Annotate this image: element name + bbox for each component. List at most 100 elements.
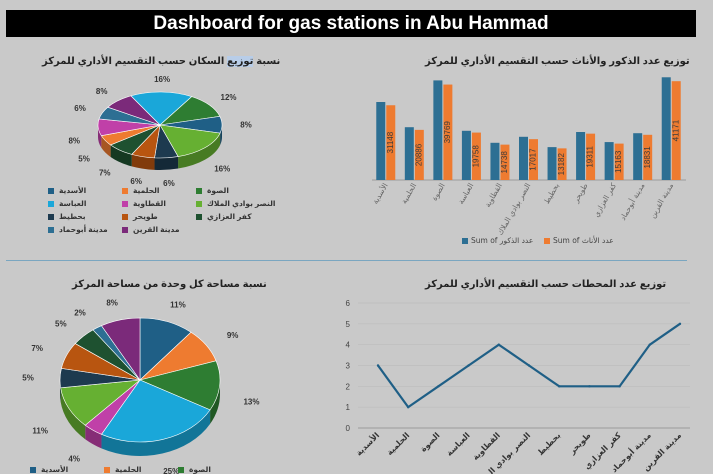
population-legend-item-2: الصوة	[196, 186, 229, 195]
population-legend-item-0-swatch	[48, 187, 54, 194]
population-legend-item-9: مدينة أبوحماد	[48, 225, 108, 234]
population-legend-item-0-label: الأسدية	[59, 186, 87, 195]
population-pie-slice-10	[107, 95, 161, 126]
gender-legend-label-1: Sum of عدد الأناث	[553, 235, 614, 245]
gender-bar-1-5	[529, 139, 538, 180]
area-pie-slice-3	[100, 379, 211, 443]
stations-y-tick-5: 5	[346, 320, 351, 329]
area-pie-data-label-3: 25%	[163, 467, 179, 474]
stations-point-4	[497, 343, 500, 346]
area-legend-item-1: الحلمية	[104, 465, 142, 474]
area-legend-item-2-label: الصوة	[189, 465, 211, 474]
gender-bar-group: 31148 الأسدية 20886 الحلمية 39769 الصوة 19758 ا…	[370, 77, 686, 245]
population-legend-item-6: بحطيط	[48, 212, 86, 221]
gender-bar-0-0	[376, 102, 386, 180]
population-legend-item-9-swatch	[48, 226, 54, 233]
stations-x-tick-0: الأسدية	[354, 430, 382, 458]
stations-line-title: توزيع عدد المحطات حسب التقسيم الأداري لل…	[425, 279, 667, 290]
population-legend-item-3-label: العباسة	[59, 199, 87, 208]
population-legend-item-8-swatch	[196, 213, 202, 220]
population-legend-item-5-label: النصر بوادي الملاك	[207, 199, 276, 208]
population-title-part2: السكان حسب التقسيم الأداري للمركز	[42, 56, 228, 67]
area-pie-data-label-10: 8%	[106, 299, 118, 308]
population-pie-side-4	[154, 156, 179, 171]
area-pie-slice-2	[139, 360, 221, 411]
gender-bar-0-9	[633, 133, 643, 180]
stations-y-tick-2: 2	[346, 382, 351, 391]
gender-bar-0-10	[661, 77, 671, 180]
area-pie-data-label-7: 7%	[31, 344, 43, 353]
area-legend-item-0-label: الأسدية	[41, 465, 69, 474]
area-legend-item-2-swatch	[178, 466, 184, 473]
area-pie-slice-10	[100, 317, 141, 381]
gender-bar-1-0	[386, 105, 396, 180]
area-legend-item-1-label: الحلمية	[115, 465, 142, 474]
stations-x-tick-7: طويحر	[567, 431, 593, 457]
gender-bar-x-tick-2: الصوة	[430, 182, 447, 203]
population-pie-data-label-7: 5%	[78, 155, 90, 164]
population-pie-group: 16% 12% 8% 16% 6% 6% 7% 5% 8% 6% 8%	[68, 75, 251, 188]
gender-bar-data-label-1: 20886	[414, 143, 423, 166]
population-pie-title: نسبة توزيع السكان حسب التقسيم الأداري لل…	[42, 56, 280, 67]
population-legend-item-2-label: الصوة	[207, 186, 229, 195]
gender-bar-data-label-2: 39769	[443, 121, 452, 144]
population-legend-item-4-label: القطاوية	[133, 199, 166, 208]
stations-point-9	[648, 343, 651, 346]
population-pie-slice-0	[130, 91, 193, 126]
population-pie-slice-3	[159, 124, 221, 157]
stations-point-2	[437, 385, 440, 388]
population-legend-item-3-swatch	[48, 200, 54, 207]
stations-point-7	[588, 385, 591, 388]
gender-bar-0-7	[576, 132, 586, 180]
gender-legend-swatch-0	[462, 238, 468, 244]
gender-bar-0-3	[461, 130, 471, 180]
population-legend-item-0: الأسدية	[48, 186, 86, 195]
population-legend-item-7-label: طويحر	[133, 212, 158, 221]
stations-y-tick-3: 3	[346, 362, 351, 371]
gender-bar-0-4	[490, 142, 500, 180]
gender-bar-1-9	[643, 134, 653, 180]
gender-bar-x-tick-8: كفر العزازي	[592, 181, 619, 218]
gender-bar-data-label-3: 19758	[472, 145, 481, 168]
dashboard-title: Dashboard for gas stations in Abu Hammad	[6, 10, 696, 37]
area-pie-data-label-6: 5%	[22, 373, 34, 382]
population-pie-data-label-1: 12%	[221, 93, 237, 102]
population-legend-item-2-swatch	[196, 187, 202, 194]
area-legend-item-1-swatch	[104, 466, 110, 473]
population-legend-item-10: مدينة القرين	[122, 225, 180, 234]
population-legend-item-4: القطاوية	[122, 199, 166, 208]
gender-bar-0-1	[404, 127, 414, 180]
population-legend-item-7: طويحر	[122, 212, 158, 221]
gender-bar-0-8	[604, 142, 614, 180]
gender-bar-data-label-7: 19311	[586, 145, 595, 167]
gender-bar-data-label-4: 14738	[500, 151, 509, 174]
population-legend-item-5-swatch	[196, 200, 202, 207]
population-pie-data-label-10: 8%	[96, 87, 108, 96]
stations-x-tick-6: بحطيط	[536, 431, 562, 457]
area-pie-title: نسبة مساحة كل وحدة من مساحة المركز	[72, 279, 267, 290]
stations-y-tick-6: 6	[346, 299, 351, 308]
gender-bar-x-tick-3: العباسة	[456, 182, 475, 206]
population-pie-data-label-6: 7%	[99, 168, 111, 177]
gender-bar-data-label-6: 13182	[557, 153, 566, 176]
gender-legend-swatch-1	[544, 238, 550, 244]
gender-bar-0-5	[519, 136, 528, 180]
stations-y-tick-1: 1	[346, 403, 351, 412]
gender-bar-1-10	[671, 81, 681, 180]
population-title-highlight: توزيع	[227, 56, 254, 67]
area-pie-data-label-4: 4%	[68, 455, 80, 464]
stations-y-tick-4: 4	[346, 341, 351, 350]
population-legend-item-6-label: بحطيط	[59, 212, 86, 221]
gender-bar-1-7	[586, 133, 596, 180]
gender-bar-x-tick-4: القطاوية	[483, 182, 504, 209]
gender-bar-1-1	[414, 129, 424, 180]
stations-point-10	[678, 322, 682, 326]
gender-bar-data-label-0: 31148	[386, 131, 395, 153]
area-pie-group: 11% 9% 13% 25% 4% 11% 5% 7% 5% 2% 8%	[22, 299, 259, 474]
population-legend-item-10-swatch	[122, 226, 128, 233]
population-legend-item-9-label: مدينة أبوحماد	[59, 225, 108, 234]
population-pie-data-label-3: 16%	[214, 165, 230, 174]
population-pie-side-6	[110, 144, 132, 167]
gender-bar-1-8	[614, 143, 624, 180]
